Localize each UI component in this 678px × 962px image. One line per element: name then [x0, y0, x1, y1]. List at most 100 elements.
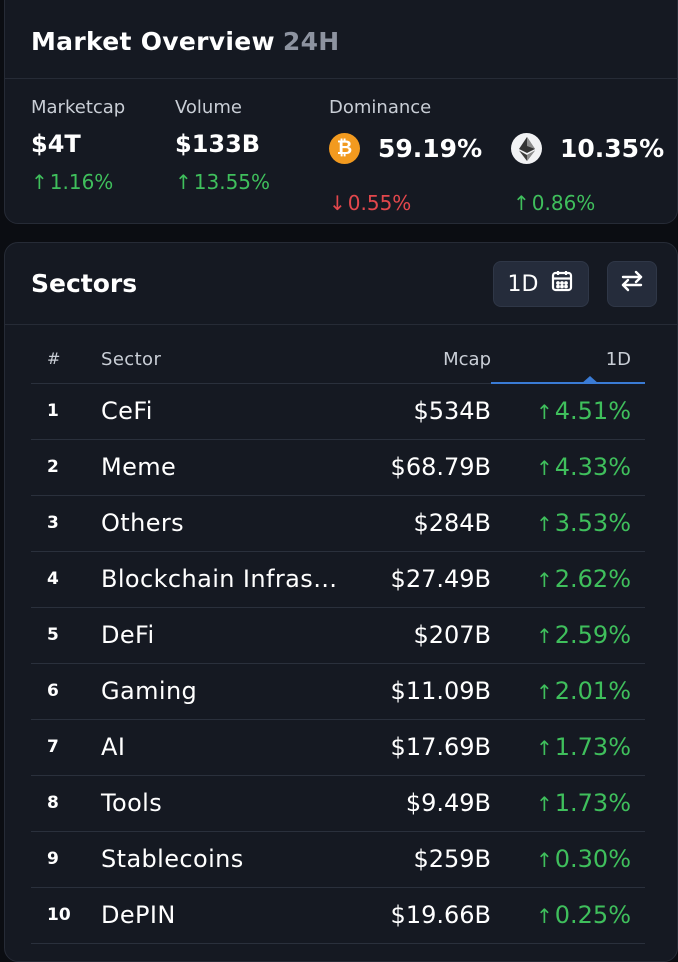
row-sector-name: AI [101, 719, 361, 776]
dominance-label: Dominance [329, 97, 432, 118]
row-sector-name: DePIN [101, 887, 361, 944]
arrow-up-icon: ↑ [535, 680, 553, 704]
period-selector-button[interactable]: 1D [493, 261, 589, 307]
row-sector-name: Blockchain Infras… [101, 551, 361, 608]
bitcoin-icon: ₿ [329, 133, 360, 164]
table-row[interactable]: 9 Stablecoins $259B ↑0.30% [31, 831, 645, 888]
row-change: ↑0.25% [491, 887, 645, 944]
table-row[interactable]: 1 CeFi $534B ↑4.51% [31, 383, 645, 440]
dominance-stat: Dominance [329, 97, 431, 118]
row-change: ↑1.73% [491, 719, 645, 776]
row-mcap: $11.09B [361, 663, 491, 720]
arrow-up-icon: ↑ [535, 792, 553, 816]
arrow-down-icon: ↓ [329, 191, 346, 215]
row-rank: 9 [31, 831, 101, 888]
row-sector-name: Meme [101, 439, 361, 496]
column-change-1d[interactable]: 1D [491, 345, 645, 384]
sectors-title: Sectors [31, 269, 138, 298]
row-rank: 6 [31, 663, 101, 720]
column-rank[interactable]: # [31, 345, 101, 384]
row-sector-name: Stablecoins [101, 831, 361, 888]
row-mcap: $68.79B [361, 439, 491, 496]
arrow-up-icon: ↑ [535, 568, 553, 592]
row-change: ↑4.33% [491, 439, 645, 496]
volume-stat: Volume $133B ↑ 13.55% [175, 97, 270, 194]
table-row[interactable]: 3 Others $284B ↑3.53% [31, 495, 645, 552]
volume-label: Volume [175, 97, 242, 118]
volume-value: $133B [175, 130, 261, 158]
ethereum-icon [511, 133, 542, 164]
row-change: ↑3.53% [491, 495, 645, 552]
row-sector-name: CeFi [101, 383, 361, 440]
btc-dominance: ₿ 59.19% [329, 133, 482, 164]
market-overview-card: Market Overview 24H Marketcap $4T ↑ 1.16% … [4, 0, 678, 224]
market-overview-title: Market Overview 24H [31, 27, 340, 56]
btc-dominance-change: ↓ 0.55% [329, 191, 412, 215]
row-rank: 3 [31, 495, 101, 552]
row-mcap: $19.66B [361, 887, 491, 944]
row-mcap: $17.69B [361, 719, 491, 776]
marketcap-label: Marketcap [31, 97, 126, 118]
row-change: ↑0.30% [491, 831, 645, 888]
arrow-up-icon: ↑ [175, 170, 192, 194]
arrow-up-icon: ↑ [535, 400, 553, 425]
volume-change: ↑ 13.55% [175, 170, 271, 194]
column-sector[interactable]: Sector [101, 345, 361, 384]
row-rank: 1 [31, 383, 101, 440]
marketcap-stat: Marketcap $4T ↑ 1.16% [31, 97, 125, 194]
column-mcap[interactable]: Mcap [361, 345, 491, 384]
eth-dominance-value: 10.35% [560, 134, 665, 163]
arrow-up-icon: ↑ [535, 512, 553, 536]
row-change: ↑4.51% [491, 383, 645, 440]
row-sector-name: DeFi [101, 607, 361, 664]
row-sector-name: Others [101, 495, 361, 552]
btc-dominance-value: 59.19% [378, 134, 483, 163]
arrow-up-icon: ↑ [535, 848, 553, 872]
row-sector-name: Tools [101, 775, 361, 832]
eth-dominance: 10.35% [511, 133, 664, 164]
row-rank: 2 [31, 439, 101, 496]
arrow-up-icon: ↑ [535, 736, 553, 760]
table-row[interactable]: 7 AI $17.69B ↑1.73% [31, 719, 645, 776]
table-row[interactable]: 4 Blockchain Infras… $27.49B ↑2.62% [31, 551, 645, 608]
row-change: ↑2.01% [491, 663, 645, 720]
row-mcap: $284B [361, 495, 491, 552]
row-change: ↑2.59% [491, 607, 645, 664]
swap-view-button[interactable] [607, 261, 657, 307]
row-rank: 7 [31, 719, 101, 776]
marketcap-value: $4T [31, 130, 81, 158]
market-overview-header: Market Overview 24H [5, 0, 677, 79]
row-mcap: $9.49B [361, 775, 491, 832]
table-row[interactable]: 10 DePIN $19.66B ↑0.25% [31, 887, 645, 944]
row-change: ↑1.73% [491, 775, 645, 832]
sectors-table: # Sector Mcap 1D 1 CeFi $534B ↑4.51% 2 Meme $6… [31, 345, 645, 944]
table-header-row: # Sector Mcap 1D [31, 345, 645, 384]
row-mcap: $27.49B [361, 551, 491, 608]
period-label: 1D [507, 271, 539, 297]
arrow-up-icon: ↑ [513, 191, 530, 215]
sectors-card: Sectors 1D [4, 242, 678, 962]
arrow-up-icon: ↑ [535, 456, 553, 480]
arrow-up-icon: ↑ [535, 624, 553, 648]
eth-dominance-change: ↑ 0.86% [513, 191, 596, 215]
arrow-up-icon: ↑ [31, 170, 48, 194]
row-rank: 8 [31, 775, 101, 832]
marketcap-change: ↑ 1.16% [31, 170, 114, 194]
arrow-up-icon: ↑ [535, 904, 553, 928]
table-row[interactable]: 5 DeFi $207B ↑2.59% [31, 607, 645, 664]
table-row[interactable]: 6 Gaming $11.09B ↑2.01% [31, 663, 645, 720]
row-mcap: $534B [361, 383, 491, 440]
row-rank: 4 [31, 551, 101, 608]
row-sector-name: Gaming [101, 663, 361, 720]
swap-arrows-icon [620, 270, 644, 298]
row-change: ↑2.62% [491, 551, 645, 608]
row-mcap: $207B [361, 607, 491, 664]
table-row[interactable]: 2 Meme $68.79B ↑4.33% [31, 439, 645, 496]
row-rank: 5 [31, 607, 101, 664]
calendar-icon [550, 269, 574, 299]
sectors-header: Sectors 1D [5, 243, 677, 325]
table-row[interactable]: 8 Tools $9.49B ↑1.73% [31, 775, 645, 832]
row-rank: 10 [31, 887, 101, 944]
overview-period: 24H [282, 27, 340, 56]
row-mcap: $259B [361, 831, 491, 888]
